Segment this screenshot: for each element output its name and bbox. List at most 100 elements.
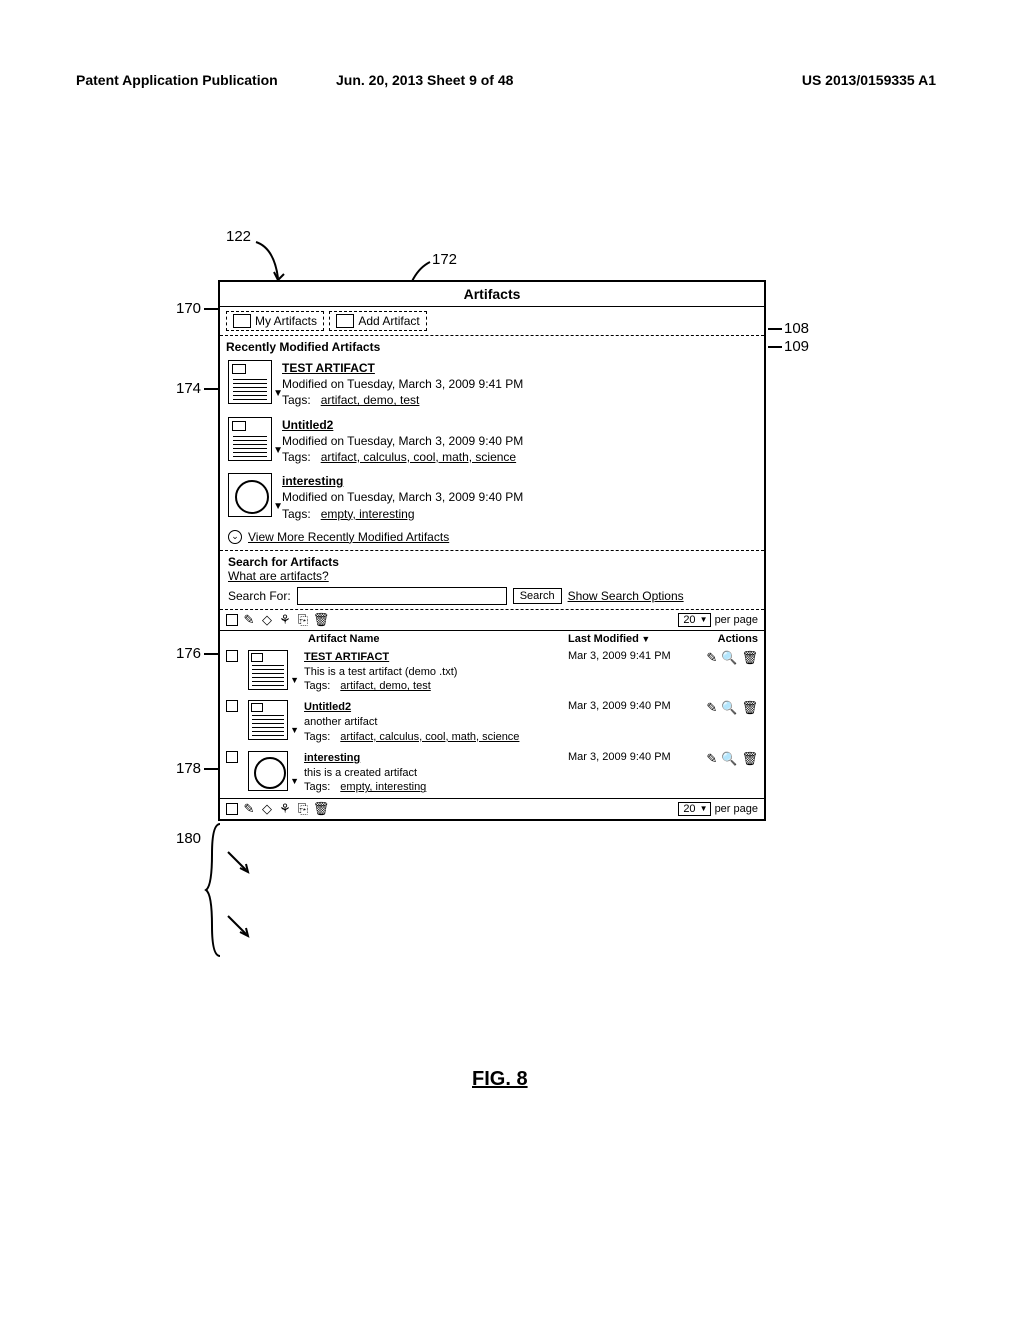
- callout-122: 122: [226, 228, 251, 245]
- chevron-down-icon[interactable]: ⌄: [228, 530, 242, 544]
- artifact-title-link[interactable]: Untitled2: [304, 701, 351, 713]
- tab-my-artifacts[interactable]: My Artifacts: [226, 311, 324, 331]
- add-icon: [336, 314, 354, 328]
- row-actions: ✎🔍🗑: [698, 751, 758, 767]
- search-header: Search for Artifacts: [228, 555, 756, 569]
- search-section: Search for Artifacts What are artifacts?…: [220, 551, 764, 609]
- artifact-item: TEST ARTIFACTModified on Tuesday, March …: [220, 356, 764, 413]
- artifact-title-link[interactable]: interesting: [304, 752, 360, 764]
- view-icon[interactable]: 🔍: [721, 700, 737, 716]
- artifact-tags[interactable]: artifact, calculus, cool, math, science: [340, 731, 519, 743]
- trash-icon[interactable]: 🗑: [741, 751, 758, 767]
- search-input[interactable]: [297, 587, 507, 605]
- share-icon[interactable]: ⚘: [278, 613, 292, 627]
- view-more-link[interactable]: View More Recently Modified Artifacts: [248, 530, 449, 544]
- callout-170: 170: [176, 300, 201, 317]
- table-row: TEST ARTIFACT This is a test artifact (de…: [220, 647, 764, 698]
- row-modified: Mar 3, 2009 9:41 PM: [568, 650, 698, 662]
- row-checkbox[interactable]: [226, 751, 238, 763]
- documents-icon: [233, 314, 251, 328]
- table-body: TEST ARTIFACT This is a test artifact (de…: [220, 647, 764, 799]
- tag-icon[interactable]: ◇: [260, 802, 274, 816]
- table-row: Untitled2another artifactTags:artifact, …: [220, 697, 764, 748]
- artifact-info: Untitled2Modified on Tuesday, March 3, 2…: [282, 417, 523, 466]
- artifact-item: Untitled2Modified on Tuesday, March 3, 2…: [220, 413, 764, 470]
- tab-add-artifact[interactable]: Add Artifact: [329, 311, 426, 331]
- artifact-info: TEST ARTIFACTModified on Tuesday, March …: [282, 360, 523, 409]
- what-are-artifacts-link[interactable]: What are artifacts?: [228, 569, 329, 583]
- artifact-description: This is a test artifact (demo .txt): [304, 665, 568, 680]
- artifact-thumbnail[interactable]: [228, 417, 272, 461]
- arrow-180a: [224, 848, 254, 878]
- per-page-control: 20 per page: [678, 613, 758, 627]
- lead-line: [204, 653, 218, 655]
- artifact-modified: Modified on Tuesday, March 3, 2009 9:40 …: [282, 433, 523, 449]
- artifact-tags[interactable]: artifact, calculus, cool, math, science: [321, 450, 516, 464]
- recent-header: Recently Modified Artifacts: [220, 336, 764, 356]
- share-icon[interactable]: ⚘: [278, 802, 292, 816]
- artifact-thumbnail[interactable]: [228, 473, 272, 517]
- select-all-checkbox[interactable]: [226, 614, 238, 626]
- artifact-tags[interactable]: empty, interesting: [340, 781, 426, 793]
- tag-icon[interactable]: ◇: [260, 613, 274, 627]
- search-button[interactable]: Search: [513, 588, 562, 604]
- artifact-title-link[interactable]: TEST ARTIFACT: [282, 361, 375, 375]
- per-page-control: 20 per page: [678, 802, 758, 816]
- lock-icon[interactable]: ⎘: [296, 613, 310, 627]
- trash-icon[interactable]: 🗑: [741, 650, 758, 666]
- artifact-title-link[interactable]: TEST ARTIFACT: [304, 651, 389, 663]
- arrow-180b: [224, 912, 254, 942]
- show-search-options-link[interactable]: Show Search Options: [568, 589, 684, 603]
- toolbar-bottom: ✎ ◇ ⚘ ⎘ 🗑 20 per page: [220, 798, 764, 819]
- view-more-row: ⌄ View More Recently Modified Artifacts: [220, 526, 764, 550]
- edit-icon[interactable]: ✎: [706, 650, 717, 666]
- artifact-tags[interactable]: artifact, demo, test: [321, 393, 420, 407]
- header-right: US 2013/0159335 A1: [802, 72, 936, 88]
- callout-178: 178: [176, 760, 201, 777]
- trash-icon[interactable]: 🗑: [741, 700, 758, 716]
- lock-icon[interactable]: ⎘: [296, 802, 310, 816]
- tags-label: Tags:: [304, 731, 330, 743]
- callout-108: 108: [784, 320, 809, 337]
- row-checkbox[interactable]: [226, 700, 238, 712]
- row-actions: ✎🔍🗑: [698, 700, 758, 716]
- callout-176: 176: [176, 645, 201, 662]
- search-label: Search For:: [228, 589, 291, 603]
- artifact-thumbnail[interactable]: [248, 700, 288, 740]
- edit-icon[interactable]: ✎: [706, 751, 717, 767]
- row-content: TEST ARTIFACT This is a test artifact (de…: [304, 650, 568, 695]
- artifact-thumbnail[interactable]: [248, 751, 288, 791]
- trash-icon[interactable]: 🗑: [314, 802, 328, 816]
- recent-list: TEST ARTIFACT Modified on Tuesday, March …: [220, 356, 764, 526]
- per-page-select[interactable]: 20: [678, 613, 710, 627]
- artifact-info: interestingModified on Tuesday, March 3,…: [282, 473, 523, 522]
- window-title: Artifacts: [220, 282, 764, 307]
- row-content: interestingthis is a created artifactTag…: [304, 751, 568, 796]
- artifact-description: this is a created artifact: [304, 766, 568, 781]
- col-artifact-name[interactable]: Artifact Name: [308, 633, 568, 645]
- edit-icon[interactable]: ✎: [242, 802, 256, 816]
- lead-line: [768, 346, 782, 348]
- view-icon[interactable]: 🔍: [721, 650, 737, 666]
- artifact-thumbnail[interactable]: [228, 360, 272, 404]
- edit-icon[interactable]: ✎: [242, 613, 256, 627]
- lead-line: [768, 328, 782, 330]
- artifacts-window: Artifacts My Artifacts Add Artifact Rece…: [218, 280, 766, 821]
- col-last-modified[interactable]: Last Modified: [568, 633, 698, 645]
- artifact-title-link[interactable]: interesting: [282, 474, 343, 488]
- select-all-checkbox[interactable]: [226, 803, 238, 815]
- row-checkbox[interactable]: [226, 650, 238, 662]
- per-page-label: per page: [715, 803, 758, 815]
- view-icon[interactable]: 🔍: [721, 751, 737, 767]
- per-page-select[interactable]: 20: [678, 802, 710, 816]
- artifact-thumbnail[interactable]: [248, 650, 288, 690]
- artifact-title-link[interactable]: Untitled2: [282, 418, 333, 432]
- row-modified: Mar 3, 2009 9:40 PM: [568, 700, 698, 712]
- toolbar-top: ✎ ◇ ⚘ ⎘ 🗑 20 per page: [220, 610, 764, 630]
- trash-icon[interactable]: 🗑: [314, 613, 328, 627]
- artifact-tags[interactable]: artifact, demo, test: [340, 680, 430, 692]
- edit-icon[interactable]: ✎: [706, 700, 717, 716]
- tags-label: Tags:: [282, 393, 311, 407]
- artifact-tags[interactable]: empty, interesting: [321, 507, 415, 521]
- tab-label: Add Artifact: [358, 314, 419, 328]
